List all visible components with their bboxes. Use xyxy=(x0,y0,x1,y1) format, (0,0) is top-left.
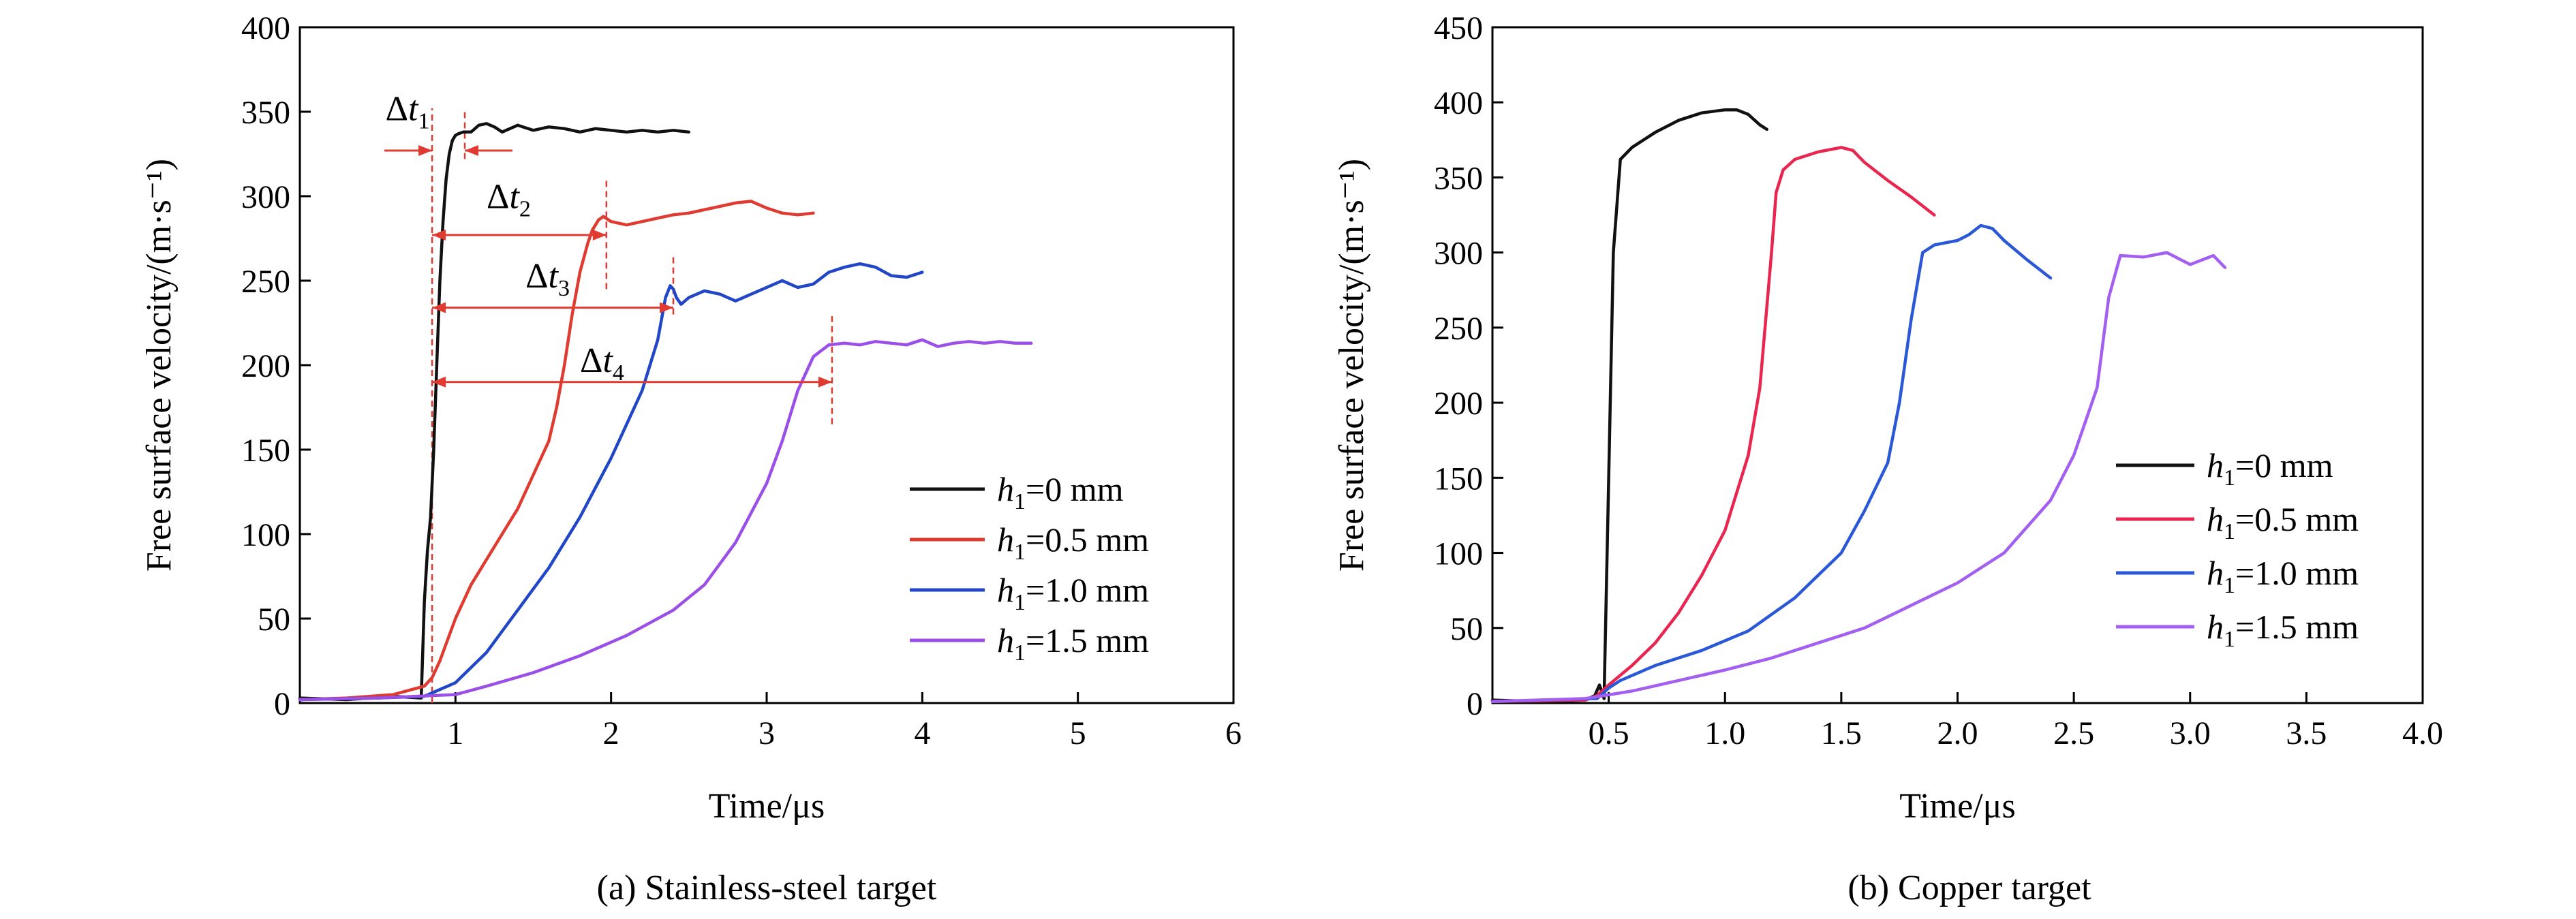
series-line xyxy=(1490,146,1936,704)
legend-label: h1=0.5 mm xyxy=(2207,500,2359,544)
y-tick-label: 250 xyxy=(1434,311,1483,347)
arrow-head xyxy=(432,230,446,241)
y-tick-label: 400 xyxy=(241,10,290,46)
arrow-head xyxy=(465,145,479,157)
x-tick-label: 2.5 xyxy=(2053,715,2094,751)
x-tick-label: 3.5 xyxy=(2286,715,2327,751)
x-axis-title: Time/μs xyxy=(709,787,825,826)
arrow-head xyxy=(592,230,607,241)
y-tick-label: 200 xyxy=(1434,386,1483,422)
y-tick-label: 250 xyxy=(241,264,290,300)
y-tick-label: 150 xyxy=(1434,461,1483,497)
y-tick-label: 200 xyxy=(241,348,290,384)
x-tick-label: 1 xyxy=(447,715,463,751)
interval-label: Δt1 xyxy=(386,89,430,134)
series-line xyxy=(1490,251,2227,704)
y-tick-label: 150 xyxy=(241,433,290,469)
interval-label: Δt4 xyxy=(580,341,624,386)
series-line xyxy=(1490,108,1768,704)
y-tick-label: 50 xyxy=(258,602,290,638)
series-line xyxy=(298,262,924,702)
legend-label: h1=1.0 mm xyxy=(997,571,1149,615)
y-tick-label: 100 xyxy=(241,517,290,553)
legend-label: h1=1.0 mm xyxy=(2207,554,2359,598)
y-tick-label: 300 xyxy=(1434,236,1483,272)
y-tick-label: 300 xyxy=(241,179,290,215)
y-tick-label: 350 xyxy=(241,95,290,131)
x-tick-label: 3 xyxy=(758,715,775,751)
series-line xyxy=(298,200,815,702)
x-tick-label: 4.0 xyxy=(2402,715,2443,751)
series-line xyxy=(298,122,691,702)
y-tick-label: 450 xyxy=(1434,10,1483,46)
x-tick-label: 1.5 xyxy=(1821,715,1862,751)
panel-caption: (b) Copper target xyxy=(1847,869,2091,907)
x-tick-label: 0.5 xyxy=(1589,715,1629,751)
x-tick-label: 1.0 xyxy=(1704,715,1745,751)
x-tick-label: 2 xyxy=(603,715,619,751)
y-tick-label: 0 xyxy=(1467,686,1483,722)
y-tick-label: 350 xyxy=(1434,160,1483,196)
x-tick-label: 5 xyxy=(1070,715,1086,751)
arrow-head xyxy=(418,145,433,157)
arrow-head xyxy=(432,376,446,388)
panel-b: 0 50 100 150 200 250 300 350 400 450 0.5 1.0 1.5 2.0 2… xyxy=(1332,10,2443,907)
interval-label: Δt2 xyxy=(487,177,531,221)
panel-caption: (a) Stainless-steel target xyxy=(597,869,937,907)
y-tick-label: 100 xyxy=(1434,536,1483,572)
legend-label: h1=1.5 mm xyxy=(2207,608,2359,652)
legend-label: h1=1.5 mm xyxy=(997,621,1149,666)
legend-label: h1=0.5 mm xyxy=(997,520,1149,565)
series-line xyxy=(298,338,1033,702)
x-tick-label: 3.0 xyxy=(2170,715,2211,751)
legend-label: h1=0 mm xyxy=(2207,446,2333,490)
x-tick-label: 6 xyxy=(1225,715,1242,751)
y-tick-label: 400 xyxy=(1434,85,1483,121)
y-axis-title: Free surface velocity/(m·s⁻¹) xyxy=(140,159,179,572)
arrow-head xyxy=(818,376,832,388)
series-line xyxy=(1490,223,2053,704)
arrow-head xyxy=(432,302,446,313)
arrow-head xyxy=(660,302,673,313)
y-tick-label: 0 xyxy=(274,686,290,722)
interval-label: Δt3 xyxy=(525,257,570,301)
panel-a: 0 50 100 150 200 250 300 350 400 1 2 3 4 5 6 Time/μs Fre… xyxy=(140,10,1242,907)
legend-label: h1=0 mm xyxy=(997,470,1124,514)
x-tick-label: 4 xyxy=(914,715,930,751)
y-tick-label: 50 xyxy=(1450,611,1483,647)
plot-frame xyxy=(1491,26,2424,704)
y-axis-title: Free surface velocity/(m·s⁻¹) xyxy=(1332,159,1371,572)
x-tick-label: 2.0 xyxy=(1937,715,1978,751)
x-axis-title: Time/μs xyxy=(1899,787,2015,826)
